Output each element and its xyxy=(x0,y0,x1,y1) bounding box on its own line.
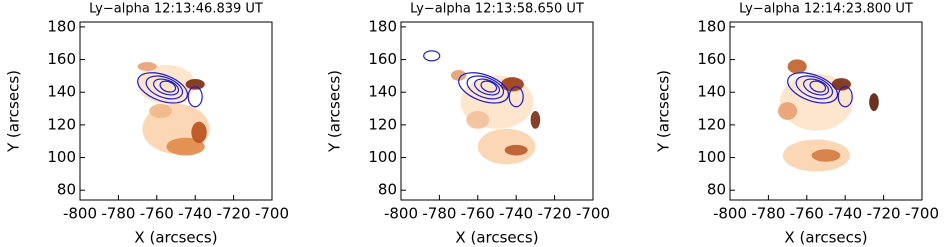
x-tick-label: -720 xyxy=(217,205,251,223)
contour xyxy=(480,80,498,93)
emission xyxy=(787,59,807,74)
solar-image xyxy=(423,50,541,165)
y-tick-label: 100 xyxy=(47,148,76,166)
panel: Ly−alpha 12:14:23.800 UT -800 -780 -760 -740… xyxy=(655,2,940,247)
emission xyxy=(530,111,541,129)
contour xyxy=(803,78,830,96)
contour xyxy=(795,75,834,100)
contour xyxy=(466,75,505,100)
plot-frame xyxy=(729,21,923,201)
y-tick-label: 180 xyxy=(47,17,76,35)
panel: Ly−alpha 12:13:58.650 UT -800 -780 -760 -740… xyxy=(326,2,611,247)
x-tick-label: -760 xyxy=(790,205,824,223)
y-tick-label: 80 xyxy=(707,181,726,199)
emission xyxy=(191,121,207,144)
x-axis-label: X (arcsecs) xyxy=(455,229,538,247)
x-tick-label: -740 xyxy=(178,205,212,223)
y-tick-label: 160 xyxy=(697,50,726,68)
y-tick-label: 180 xyxy=(697,17,726,35)
y-tick-label: 120 xyxy=(368,115,397,133)
y-tick-label: 140 xyxy=(697,83,726,101)
contour xyxy=(787,72,838,104)
contour xyxy=(458,72,509,104)
emission xyxy=(466,111,490,129)
x-axis-label: X (arcsecs) xyxy=(784,229,867,247)
emission xyxy=(778,102,798,120)
y-tick-label: 140 xyxy=(47,83,76,101)
x-axis-label: X (arcsecs) xyxy=(134,229,217,247)
x-tick-label: -700 xyxy=(905,205,939,223)
contour xyxy=(423,50,441,62)
emission xyxy=(869,93,879,111)
emission xyxy=(185,78,205,90)
x-tick-label: -720 xyxy=(867,205,901,223)
contour xyxy=(474,78,501,96)
y-tick-label: 120 xyxy=(47,115,76,133)
emission xyxy=(149,103,173,119)
solar-image xyxy=(778,59,879,172)
x-tick-label: -800 xyxy=(384,205,418,223)
x-tick-label: -740 xyxy=(499,205,533,223)
x-tick-label: -780 xyxy=(422,205,456,223)
x-tick-label: -780 xyxy=(101,205,135,223)
x-tick-label: -700 xyxy=(576,205,610,223)
x-tick-label: -780 xyxy=(751,205,785,223)
emission xyxy=(811,149,841,162)
contour xyxy=(837,86,853,108)
y-tick-label: 120 xyxy=(697,115,726,133)
emission xyxy=(166,137,205,156)
panel: Ly−alpha 12:13:46.839 UT -800 -780 -760 -740… xyxy=(5,2,290,247)
emission xyxy=(477,128,536,165)
contour xyxy=(187,86,203,108)
y-tick-label: 140 xyxy=(368,83,397,101)
emission xyxy=(450,70,467,81)
y-tick-label: 160 xyxy=(47,50,76,68)
plot-frame xyxy=(400,21,594,201)
chart-title: Ly−alpha 12:13:58.650 UT xyxy=(410,2,584,17)
x-tick-label: -800 xyxy=(713,205,747,223)
emission xyxy=(137,64,196,104)
solar-image xyxy=(137,62,210,156)
contour xyxy=(809,80,827,93)
emission xyxy=(504,144,528,156)
emission xyxy=(137,62,157,71)
chart-title: Ly−alpha 12:13:46.839 UT xyxy=(89,2,263,17)
contour xyxy=(159,80,177,93)
y-tick-label: 80 xyxy=(57,181,76,199)
y-tick-label: 100 xyxy=(697,148,726,166)
y-tick-label: 180 xyxy=(368,17,397,35)
x-tick-label: -740 xyxy=(828,205,862,223)
contour xyxy=(137,72,188,104)
y-axis-label: Y (arcsecs) xyxy=(655,70,673,153)
y-axis-label: Y (arcsecs) xyxy=(5,70,23,153)
x-tick-label: -720 xyxy=(538,205,572,223)
contour xyxy=(508,86,524,108)
x-tick-label: -800 xyxy=(63,205,97,223)
x-tick-label: -700 xyxy=(255,205,289,223)
y-tick-label: 100 xyxy=(368,148,397,166)
x-tick-label: -760 xyxy=(140,205,174,223)
contour xyxy=(145,75,184,100)
y-axis-label: Y (arcsecs) xyxy=(326,70,344,153)
y-tick-label: 160 xyxy=(368,50,397,68)
y-tick-label: 80 xyxy=(378,181,397,199)
chart-title: Ly−alpha 12:14:23.800 UT xyxy=(739,2,913,17)
contour xyxy=(153,78,180,96)
x-tick-label: -760 xyxy=(461,205,495,223)
plot-frame xyxy=(79,21,273,201)
